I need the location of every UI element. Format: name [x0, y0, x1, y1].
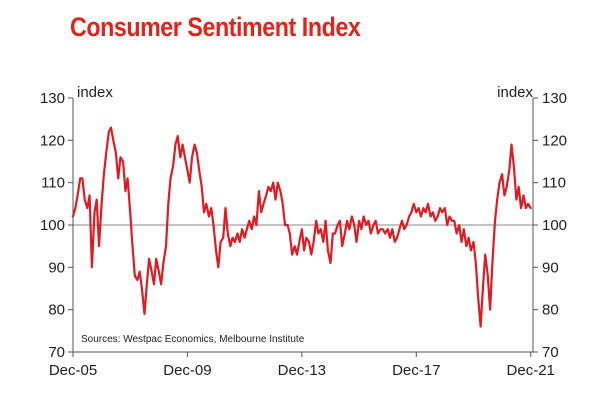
source-note: Sources: Westpac Economics, Melbourne In… — [81, 334, 305, 345]
x-tick-label-Dec-21: Dec-21 — [507, 362, 555, 379]
y-right-tick-label-80: 80 — [542, 302, 559, 319]
y-left-tick-label-120: 120 — [40, 132, 65, 149]
y-unit-right: index — [497, 84, 533, 101]
x-tick-label-Dec-09: Dec-09 — [163, 362, 211, 379]
y-left-tick-label-80: 80 — [48, 302, 65, 319]
y-right-tick-label-110: 110 — [542, 175, 566, 192]
y-axis-left: 70 80 90 100 110 120 130 — [40, 90, 73, 361]
chart-title: Consumer Sentiment Index — [70, 12, 361, 42]
y-left-tick-label-70: 70 — [48, 344, 65, 361]
y-left-tick-label-130: 130 — [40, 90, 65, 107]
x-tick-label-Dec-13: Dec-13 — [278, 362, 326, 379]
y-right-tick-label-100: 100 — [542, 217, 567, 234]
x-tick-label-Dec-17: Dec-17 — [392, 362, 440, 379]
x-tick-label-Dec-05: Dec-05 — [49, 362, 97, 379]
x-axis: Dec-05 Dec-09 Dec-13 Dec-17 Dec-21 — [49, 352, 555, 379]
y-left-tick-label-90: 90 — [48, 259, 65, 276]
y-left-tick-label-100: 100 — [40, 217, 65, 234]
y-right-tick-label-70: 70 — [542, 344, 559, 361]
series-line-consumer-sentiment — [71, 126, 532, 328]
y-right-tick-label-130: 130 — [542, 90, 567, 107]
y-right-tick-label-120: 120 — [542, 132, 567, 149]
y-right-tick-label-90: 90 — [542, 259, 559, 276]
y-left-tick-label-110: 110 — [41, 175, 65, 192]
y-axis-right: 70 80 90 100 110 120 130 — [533, 90, 567, 361]
y-unit-left: index — [77, 84, 113, 101]
